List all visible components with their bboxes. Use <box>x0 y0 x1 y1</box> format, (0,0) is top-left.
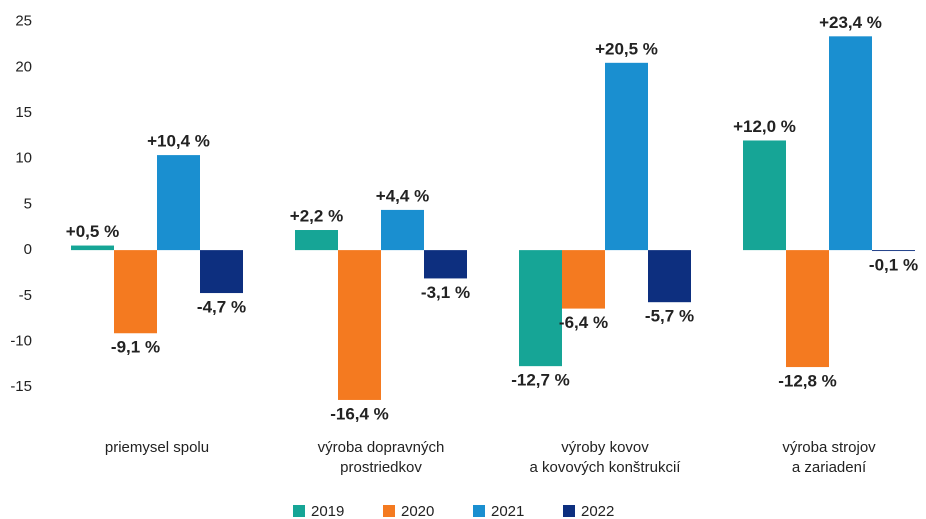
x-tick-label: výroba strojov a zariadení <box>782 439 876 476</box>
y-tick-label: 5 <box>24 195 32 212</box>
bar <box>786 250 829 368</box>
bar <box>381 209 424 251</box>
bar <box>71 245 114 251</box>
y-tick-label: 15 <box>15 104 32 121</box>
value-label: -0,1 % <box>869 256 918 275</box>
bar <box>114 250 157 334</box>
bar <box>648 250 691 303</box>
x-tick-label: výroba dopravných prostriedkov <box>317 439 445 476</box>
y-tick-label: 20 <box>15 58 32 75</box>
y-tick-label: -5 <box>19 287 32 304</box>
value-label: -16,4 % <box>330 404 389 423</box>
value-label: +2,2 % <box>290 206 343 225</box>
legend-swatch <box>473 505 485 517</box>
value-label: -9,1 % <box>111 338 160 357</box>
bar <box>200 250 243 294</box>
value-label: -6,4 % <box>559 313 608 332</box>
bar <box>519 250 562 367</box>
legend-label: 2022 <box>581 503 614 519</box>
legend-swatch <box>293 505 305 517</box>
y-tick-label: 0 <box>24 241 32 258</box>
value-label: -4,7 % <box>197 298 246 317</box>
bar <box>872 250 915 252</box>
value-label: -12,7 % <box>511 371 570 390</box>
legend-swatch <box>383 505 395 517</box>
legend-swatch <box>563 505 575 517</box>
bar <box>157 155 200 251</box>
value-label: +12,0 % <box>733 117 796 136</box>
bar <box>562 250 605 309</box>
value-label: -12,8 % <box>778 372 837 391</box>
y-tick-label: -15 <box>10 378 32 395</box>
bar <box>829 36 872 251</box>
bar <box>424 250 467 279</box>
legend-label: 2019 <box>311 503 344 519</box>
value-label: +23,4 % <box>819 13 882 32</box>
y-tick-label: -10 <box>10 332 32 349</box>
value-label: -5,7 % <box>645 307 694 326</box>
y-tick-label: 25 <box>15 13 32 30</box>
value-label: +4,4 % <box>376 186 429 205</box>
x-tick-label: priemysel spolu <box>104 439 210 456</box>
bar <box>605 62 648 251</box>
bar <box>338 250 381 400</box>
legend-label: 2020 <box>401 503 434 519</box>
value-label: +0,5 % <box>66 222 119 241</box>
value-label: -3,1 % <box>421 283 470 302</box>
y-tick-label: 10 <box>15 150 32 167</box>
value-label: +20,5 % <box>595 39 658 58</box>
value-label: +10,4 % <box>147 132 210 151</box>
bar <box>743 140 786 251</box>
legend-label: 2021 <box>491 503 524 519</box>
bar <box>295 230 338 251</box>
x-tick-label: výroby kovov a kovových konštrukcií <box>529 439 681 476</box>
